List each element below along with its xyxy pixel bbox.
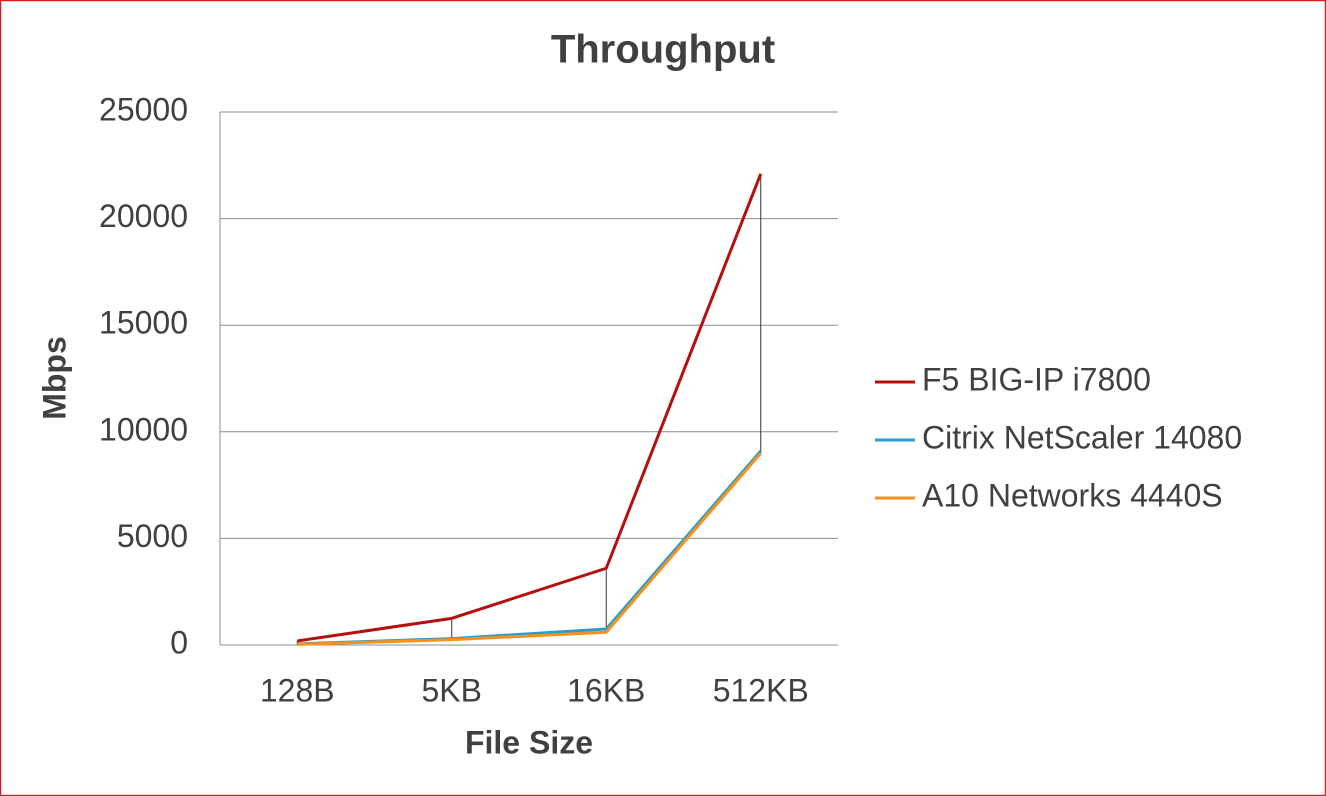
y-tick-label: 25000: [99, 91, 188, 127]
series-line: [297, 173, 763, 643]
chart-title: Throughput: [551, 28, 775, 72]
series-line: [297, 452, 762, 646]
x-tick-label: 16KB: [567, 672, 645, 708]
y-tick-label: 0: [170, 624, 188, 660]
x-tick-label: 5KB: [422, 672, 482, 708]
y-tick-label: 20000: [99, 198, 188, 234]
legend-label: F5 BIG-IP i7800: [922, 361, 1151, 397]
x-tick-label: 512KB: [713, 672, 809, 708]
y-tick-label: 5000: [117, 518, 188, 554]
y-tick-label: 15000: [99, 305, 188, 341]
y-tick-label: 10000: [99, 411, 188, 447]
legend-label: Citrix NetScaler 14080: [922, 419, 1242, 455]
x-axis-label: File Size: [465, 724, 593, 760]
legend-label: A10 Networks 4440S: [922, 477, 1223, 513]
y-axis-label: Mbps: [36, 336, 72, 420]
x-tick-label: 128B: [260, 672, 335, 708]
